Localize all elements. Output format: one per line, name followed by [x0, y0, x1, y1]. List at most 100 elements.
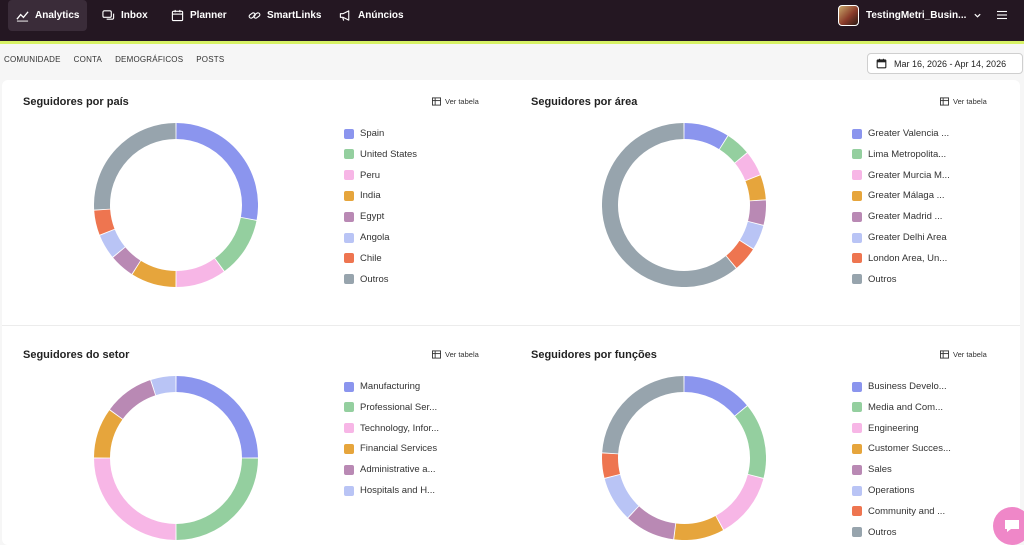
donut-slice[interactable] [715, 474, 764, 530]
ver-tabela-button[interactable]: Ver tabela [432, 350, 479, 359]
legend-item[interactable]: Technology, Infor... [344, 423, 439, 434]
legend-item[interactable]: Business Develo... [852, 381, 947, 392]
legend-item[interactable]: Operations [852, 485, 914, 496]
tab-demograficos[interactable]: DEMOGRÁFICOS [115, 55, 184, 64]
donut-slice[interactable] [94, 209, 115, 235]
legend-item[interactable]: Greater Málaga ... [852, 190, 945, 201]
donut-slice[interactable] [176, 258, 224, 287]
donut-slice[interactable] [726, 240, 753, 268]
donut-slice[interactable] [747, 200, 766, 225]
legend-item[interactable]: Outros [344, 274, 389, 285]
donut-slice[interactable] [132, 260, 176, 287]
donut-chart-pais [94, 123, 258, 287]
donut-slice[interactable] [734, 153, 761, 181]
donut-slice[interactable] [176, 123, 258, 220]
legend-swatch [852, 190, 862, 201]
tab-conta[interactable]: CONTA [73, 55, 103, 64]
legend-item[interactable]: Outros [852, 274, 897, 285]
legend-item[interactable]: Community and ... [852, 506, 945, 517]
legend-item[interactable]: Manufacturing [344, 381, 420, 392]
nav-anuncios[interactable]: Anúncios [331, 0, 412, 31]
donut-slice[interactable] [604, 474, 639, 518]
legend-item[interactable]: Customer Succes... [852, 443, 951, 454]
donut-slice[interactable] [734, 406, 766, 478]
donut-slice[interactable] [113, 247, 141, 274]
chat-button[interactable] [993, 507, 1024, 545]
account-switcher[interactable]: TestingMetri_Busin... [838, 5, 982, 26]
legend-label: Egypt [360, 211, 385, 223]
legend-item[interactable]: Media and Com... [852, 402, 943, 413]
legend-label: Business Develo... [868, 381, 947, 392]
legend-item[interactable]: Financial Services [344, 443, 437, 454]
donut-chart-area [602, 123, 766, 287]
legend-item[interactable]: London Area, Un... [852, 253, 947, 264]
legend-item[interactable]: Greater Valencia ... [852, 128, 949, 139]
nav-analytics[interactable]: Analytics [8, 0, 88, 31]
legend-item[interactable]: Spain [344, 128, 384, 139]
legend-swatch [344, 402, 354, 413]
donut-slice[interactable] [719, 136, 747, 163]
legend-item[interactable]: Greater Madrid ... [852, 211, 942, 222]
donut-slice[interactable] [109, 380, 156, 420]
tab-comunidade[interactable]: COMUNIDADE [4, 55, 61, 64]
legend-item[interactable]: Engineering [852, 423, 919, 434]
donut-slice[interactable] [214, 217, 257, 272]
donut-slice[interactable] [628, 506, 676, 540]
ver-tabela-button[interactable]: Ver tabela [940, 350, 987, 359]
legend-label: Greater Málaga ... [868, 190, 945, 202]
donut-slice[interactable] [739, 221, 764, 249]
legend-item[interactable]: Outros [852, 527, 897, 538]
legend-label: Peru [360, 169, 381, 181]
donut-slice[interactable] [674, 515, 724, 540]
ver-tabela-button[interactable]: Ver tabela [940, 97, 987, 106]
nav-smartlinks[interactable]: SmartLinks [240, 0, 329, 31]
legend-item[interactable]: Sales [852, 464, 892, 475]
legend-label: Media and Com... [868, 401, 943, 413]
legend-item[interactable]: Angola [344, 232, 390, 243]
donut-slice[interactable] [176, 458, 258, 540]
legend-item[interactable]: Administrative a... [344, 464, 436, 475]
donut-slice[interactable] [94, 458, 176, 540]
legend-item[interactable]: Egypt [344, 211, 384, 222]
legend-item[interactable]: United States [344, 149, 417, 160]
legend-swatch [852, 381, 862, 392]
legend-item[interactable]: Hospitals and H... [344, 485, 435, 496]
legend-swatch [344, 485, 354, 496]
donut-slice[interactable] [602, 453, 621, 478]
calendar-icon [876, 58, 887, 69]
menu-icon[interactable] [996, 9, 1008, 21]
legend-item[interactable]: Peru [344, 170, 380, 181]
tab-posts[interactable]: POSTS [196, 55, 225, 64]
donut-slice[interactable] [151, 376, 176, 396]
legend-swatch [344, 253, 354, 264]
nav-inbox[interactable]: Inbox [94, 0, 156, 31]
legend-swatch [344, 190, 354, 201]
legend-swatch [852, 253, 862, 264]
donut-slice[interactable] [602, 376, 684, 454]
donut-slice[interactable] [94, 123, 176, 210]
donut-slice[interactable] [176, 376, 258, 458]
legend-swatch [344, 170, 354, 181]
card-title-pais: Seguidores por país [23, 96, 129, 108]
legend-label: Lima Metropolita... [868, 148, 947, 160]
donut-slice[interactable] [602, 123, 736, 287]
legend-swatch [852, 423, 862, 434]
ver-tabela-label: Ver tabela [953, 97, 987, 106]
legend-item[interactable]: Greater Murcia M... [852, 170, 950, 181]
donut-slice[interactable] [684, 376, 747, 416]
legend-item[interactable]: Professional Ser... [344, 402, 437, 413]
nav-planner[interactable]: Planner [163, 0, 235, 31]
donut-slice[interactable] [745, 175, 766, 201]
donut-slice[interactable] [99, 229, 126, 257]
legend-label: Greater Valencia ... [868, 128, 950, 139]
legend-item[interactable]: Chile [344, 253, 382, 264]
donut-slice[interactable] [94, 410, 123, 458]
legend-swatch [852, 128, 862, 139]
donut-slice[interactable] [684, 123, 728, 150]
ver-tabela-button[interactable]: Ver tabela [432, 97, 479, 106]
legend-label: Administrative a... [360, 464, 436, 476]
legend-item[interactable]: Lima Metropolita... [852, 149, 946, 160]
date-range-button[interactable]: Mar 16, 2026 - Apr 14, 2026 [867, 53, 1023, 74]
legend-item[interactable]: India [344, 190, 381, 201]
legend-item[interactable]: Greater Delhi Area [852, 232, 947, 243]
